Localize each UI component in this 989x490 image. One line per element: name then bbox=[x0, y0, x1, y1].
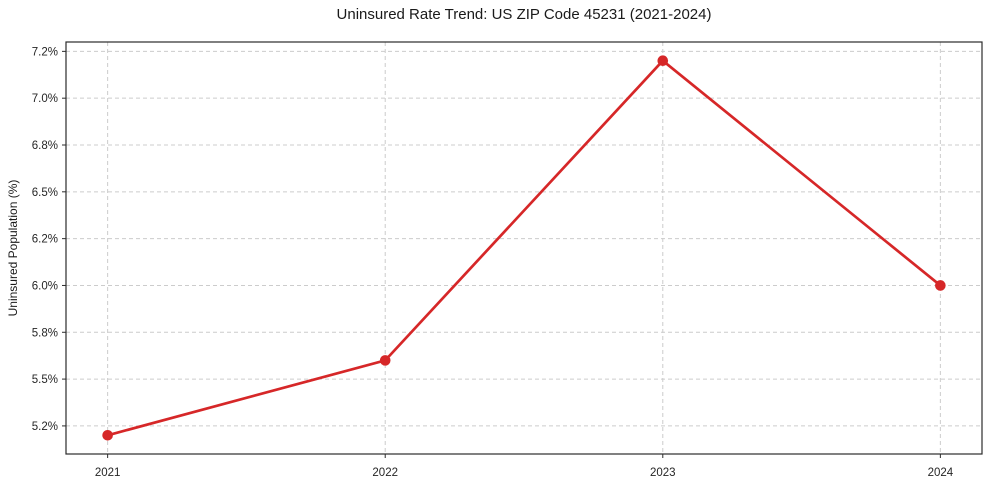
data-point-marker bbox=[379, 355, 391, 366]
x-tick-label: 2021 bbox=[95, 467, 121, 479]
data-point-marker bbox=[657, 55, 669, 67]
y-tick-label: 6.8% bbox=[32, 140, 58, 152]
data-point-marker bbox=[935, 280, 946, 291]
y-tick-label: 6.2% bbox=[32, 234, 58, 246]
y-tick-label: 5.2% bbox=[32, 421, 58, 433]
plot-border bbox=[65, 41, 983, 455]
data-point-marker bbox=[102, 429, 113, 441]
y-tick-label: 5.8% bbox=[32, 327, 58, 339]
y-tick-label: 5.5% bbox=[32, 374, 58, 386]
x-tick-label: 2024 bbox=[928, 467, 954, 479]
x-tick-label: 2022 bbox=[372, 467, 398, 479]
y-tick-label: 7.0% bbox=[32, 93, 58, 105]
y-tick-label: 6.5% bbox=[32, 187, 58, 199]
trend-line bbox=[106, 59, 942, 437]
chart-title: Uninsured Rate Trend: US ZIP Code 45231 … bbox=[336, 6, 712, 23]
x-tick-label: 2023 bbox=[650, 467, 676, 479]
y-tick-label: 6.0% bbox=[32, 280, 58, 292]
y-tick-label: 7.2% bbox=[32, 46, 58, 58]
